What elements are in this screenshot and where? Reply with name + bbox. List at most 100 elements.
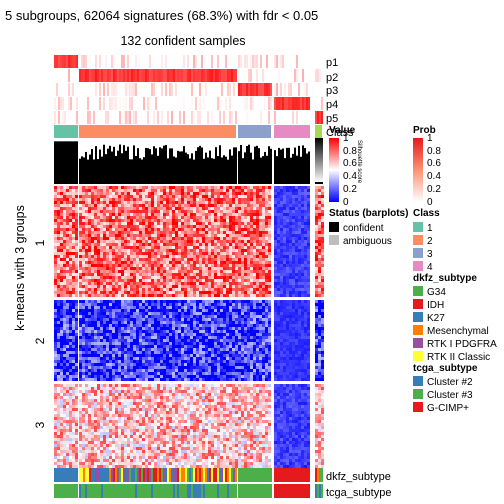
heatmap-cell	[241, 243, 244, 246]
heatmap-cell	[154, 336, 157, 339]
heatmap-cell	[79, 324, 82, 327]
heatmap-cell	[253, 228, 256, 231]
heatmap-cell	[142, 234, 145, 237]
heatmap-cell	[91, 258, 94, 261]
prob-cell	[147, 55, 149, 68]
heatmap-cell	[85, 282, 88, 285]
silhouette-bar	[143, 157, 145, 184]
heatmap-cell	[136, 339, 139, 342]
silhouette-bar	[83, 157, 85, 184]
heatmap-cell	[256, 291, 259, 294]
heatmap-cell	[244, 255, 247, 258]
heatmap-cell	[157, 264, 160, 267]
heatmap-cell	[223, 240, 226, 243]
heatmap-cell	[169, 282, 172, 285]
heatmap-cell	[184, 273, 187, 276]
heatmap-cell	[169, 234, 172, 237]
heatmap-cell	[202, 231, 205, 234]
heatmap-cell	[202, 273, 205, 276]
heatmap-cell	[208, 198, 211, 201]
heatmap-cell	[145, 309, 148, 312]
heatmap-cell	[235, 336, 238, 339]
heatmap-cell	[232, 255, 235, 258]
prob-cell	[109, 69, 111, 82]
heatmap-cell	[115, 231, 118, 234]
prob-cell	[159, 111, 161, 124]
heatmap-cell	[109, 300, 112, 303]
heatmap-cell	[54, 243, 57, 246]
heatmap-cell	[85, 192, 88, 195]
heatmap-cell	[184, 303, 187, 306]
heatmap-cell	[187, 255, 190, 258]
heatmap-cell	[184, 207, 187, 210]
heatmap-cell	[85, 207, 88, 210]
heatmap-cell	[60, 333, 63, 336]
heatmap-cell	[121, 321, 124, 324]
prob-cell	[179, 83, 181, 96]
heatmap-cell	[166, 219, 169, 222]
heatmap-cell	[217, 225, 220, 228]
heatmap-cell	[69, 252, 72, 255]
heatmap-cell	[133, 294, 136, 297]
heatmap-cell	[295, 243, 298, 246]
prob-cell	[161, 111, 163, 124]
heatmap-cell	[265, 282, 268, 285]
heatmap-cell	[133, 300, 136, 303]
heatmap-cell	[97, 264, 100, 267]
heatmap-cell	[60, 339, 63, 342]
heatmap-cell	[63, 210, 66, 213]
heatmap-cell	[66, 357, 69, 360]
heatmap-cell	[118, 213, 121, 216]
heatmap-cell	[60, 198, 63, 201]
heatmap-cell	[139, 198, 142, 201]
heatmap-cell	[304, 243, 307, 246]
heatmap-cell	[318, 231, 321, 234]
heatmap-cell	[178, 192, 181, 195]
heatmap-cell	[241, 255, 244, 258]
heatmap-cell	[307, 192, 310, 195]
heatmap-cell	[54, 246, 57, 249]
heatmap-cell	[151, 264, 154, 267]
heatmap-cell	[262, 186, 265, 189]
heatmap-cell	[121, 210, 124, 213]
heatmap-cell	[118, 333, 121, 336]
heatmap-cell	[124, 315, 127, 318]
heatmap-cell	[211, 204, 214, 207]
heatmap-cell	[235, 300, 238, 303]
prob-cell	[163, 97, 165, 110]
heatmap-cell	[124, 189, 127, 192]
silhouette-bar	[179, 151, 181, 184]
heatmap-cell	[253, 210, 256, 213]
heatmap-cell	[66, 369, 69, 372]
heatmap-cell	[130, 294, 133, 297]
silhouette-bar	[242, 158, 244, 184]
heatmap-cell	[235, 312, 238, 315]
heatmap-cell	[226, 300, 229, 303]
heatmap-cell	[124, 243, 127, 246]
heatmap-cell	[175, 261, 178, 264]
heatmap-cell	[142, 219, 145, 222]
heatmap-cell	[139, 225, 142, 228]
heatmap-cell	[103, 225, 106, 228]
heatmap-cell	[163, 267, 166, 270]
heatmap-cell	[289, 225, 292, 228]
heatmap-cell	[283, 246, 286, 249]
heatmap-cell	[163, 306, 166, 309]
heatmap-cell	[175, 264, 178, 267]
heatmap-cell	[250, 288, 253, 291]
heatmap-cell	[163, 249, 166, 252]
heatmap-cell	[172, 240, 175, 243]
heatmap-cell	[286, 231, 289, 234]
prob-cell	[199, 97, 201, 110]
heatmap-cell	[256, 261, 259, 264]
heatmap-cell	[214, 192, 217, 195]
heatmap-cell	[235, 318, 238, 321]
heatmap-cell	[163, 291, 166, 294]
heatmap-cell	[69, 303, 72, 306]
heatmap-cell	[211, 258, 214, 261]
heatmap-cell	[178, 327, 181, 330]
heatmap-cell	[235, 195, 238, 198]
heatmap-cell	[127, 258, 130, 261]
heatmap-cell	[304, 207, 307, 210]
heatmap-cell	[112, 330, 115, 333]
